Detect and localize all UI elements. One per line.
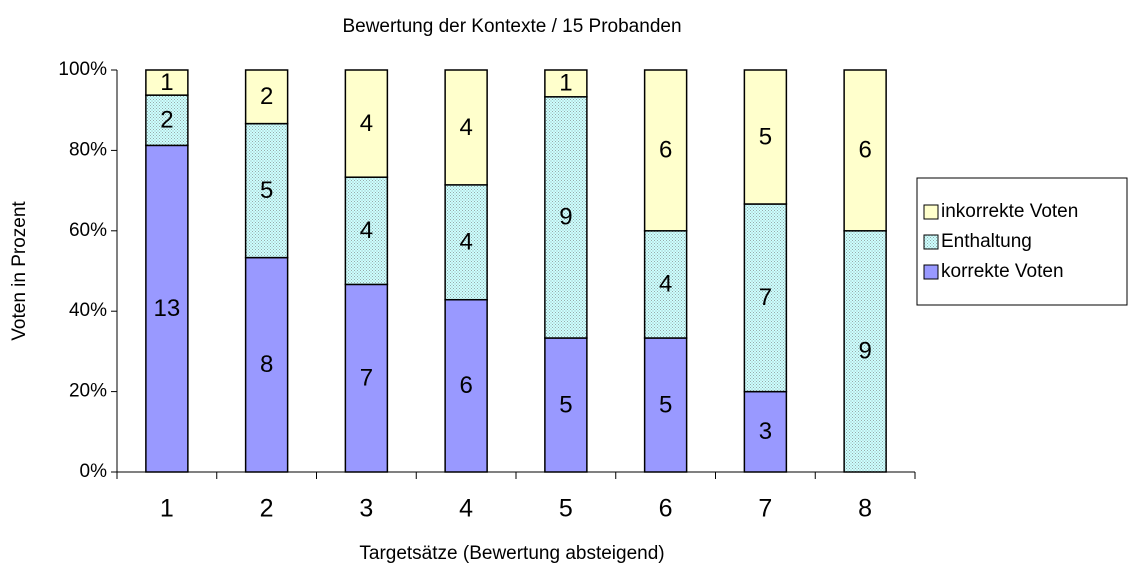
x-tick-label: 2 bbox=[260, 495, 274, 523]
bar-segment bbox=[544, 96, 588, 339]
y-tick-label: 80% bbox=[69, 139, 107, 160]
data-label: 2 bbox=[160, 107, 173, 134]
data-label: 5 bbox=[659, 391, 672, 418]
bar-segment bbox=[544, 337, 588, 473]
data-label: 5 bbox=[759, 123, 772, 150]
data-label: 13 bbox=[154, 295, 181, 322]
chart-title: Bewertung der Kontexte / 15 Probanden bbox=[342, 16, 681, 37]
legend-swatch bbox=[923, 204, 939, 220]
y-tick-label: 100% bbox=[58, 59, 107, 80]
legend-swatch bbox=[923, 234, 939, 250]
legend-label: korrekte Voten bbox=[941, 261, 1064, 282]
x-tick-label: 3 bbox=[359, 495, 373, 523]
data-label: 4 bbox=[659, 271, 672, 298]
x-tick-label: 4 bbox=[459, 495, 473, 523]
legend-label: inkorrekte Voten bbox=[941, 201, 1078, 222]
x-tick-label: 6 bbox=[659, 495, 673, 523]
bar-segment bbox=[743, 390, 788, 473]
data-label: 4 bbox=[459, 229, 472, 256]
legend-label: Enthaltung bbox=[941, 231, 1032, 252]
bar-segment bbox=[743, 69, 788, 205]
data-label: 4 bbox=[459, 114, 472, 141]
y-tick-label: 60% bbox=[69, 220, 107, 241]
data-label: 9 bbox=[858, 338, 871, 365]
bar-segment bbox=[244, 256, 289, 473]
data-label: 6 bbox=[659, 137, 672, 164]
bar-segment bbox=[145, 69, 189, 96]
x-tick-label: 8 bbox=[858, 495, 872, 523]
data-label: 7 bbox=[759, 284, 772, 311]
bar-segment bbox=[444, 69, 488, 186]
data-label: 1 bbox=[160, 69, 173, 96]
bar-segment bbox=[145, 94, 189, 147]
data-label: 4 bbox=[360, 217, 373, 244]
bar-segment bbox=[444, 298, 488, 473]
legend-box bbox=[916, 177, 1128, 306]
data-label: 3 bbox=[759, 418, 772, 445]
bar-segment bbox=[344, 283, 389, 473]
y-tick-label: 20% bbox=[69, 381, 107, 402]
data-label: 4 bbox=[360, 110, 373, 137]
y-tick-label: 40% bbox=[69, 300, 107, 321]
bar-segment bbox=[843, 69, 887, 232]
bar-segment bbox=[344, 176, 389, 286]
data-label: 6 bbox=[858, 137, 871, 164]
bar-segment bbox=[643, 337, 688, 473]
bar-segment bbox=[444, 184, 488, 301]
y-axis-label: Voten in Prozent bbox=[9, 201, 30, 341]
x-tick-label: 1 bbox=[160, 495, 174, 523]
bar-segment bbox=[244, 122, 289, 259]
data-label: 2 bbox=[260, 83, 273, 110]
data-label: 5 bbox=[260, 177, 273, 204]
data-label: 7 bbox=[360, 365, 373, 392]
x-axis-label: Targetsätze (Bewertung absteigend) bbox=[359, 543, 664, 564]
x-tick-label: 5 bbox=[559, 495, 573, 523]
data-label: 1 bbox=[559, 70, 572, 97]
bar-segment bbox=[344, 69, 389, 178]
data-label: 8 bbox=[260, 351, 273, 378]
legend-swatch bbox=[923, 264, 939, 280]
data-label: 5 bbox=[559, 391, 572, 418]
bar-segment bbox=[145, 144, 189, 473]
y-tick-label: 0% bbox=[80, 461, 108, 482]
bar-segment bbox=[544, 69, 588, 98]
bar-segment bbox=[743, 203, 788, 393]
bar-segment bbox=[244, 69, 289, 125]
data-label: 6 bbox=[459, 372, 472, 399]
x-tick-label: 7 bbox=[758, 495, 772, 523]
bar-segment bbox=[643, 69, 688, 232]
bar-segment bbox=[643, 230, 688, 339]
data-label: 9 bbox=[559, 204, 572, 231]
